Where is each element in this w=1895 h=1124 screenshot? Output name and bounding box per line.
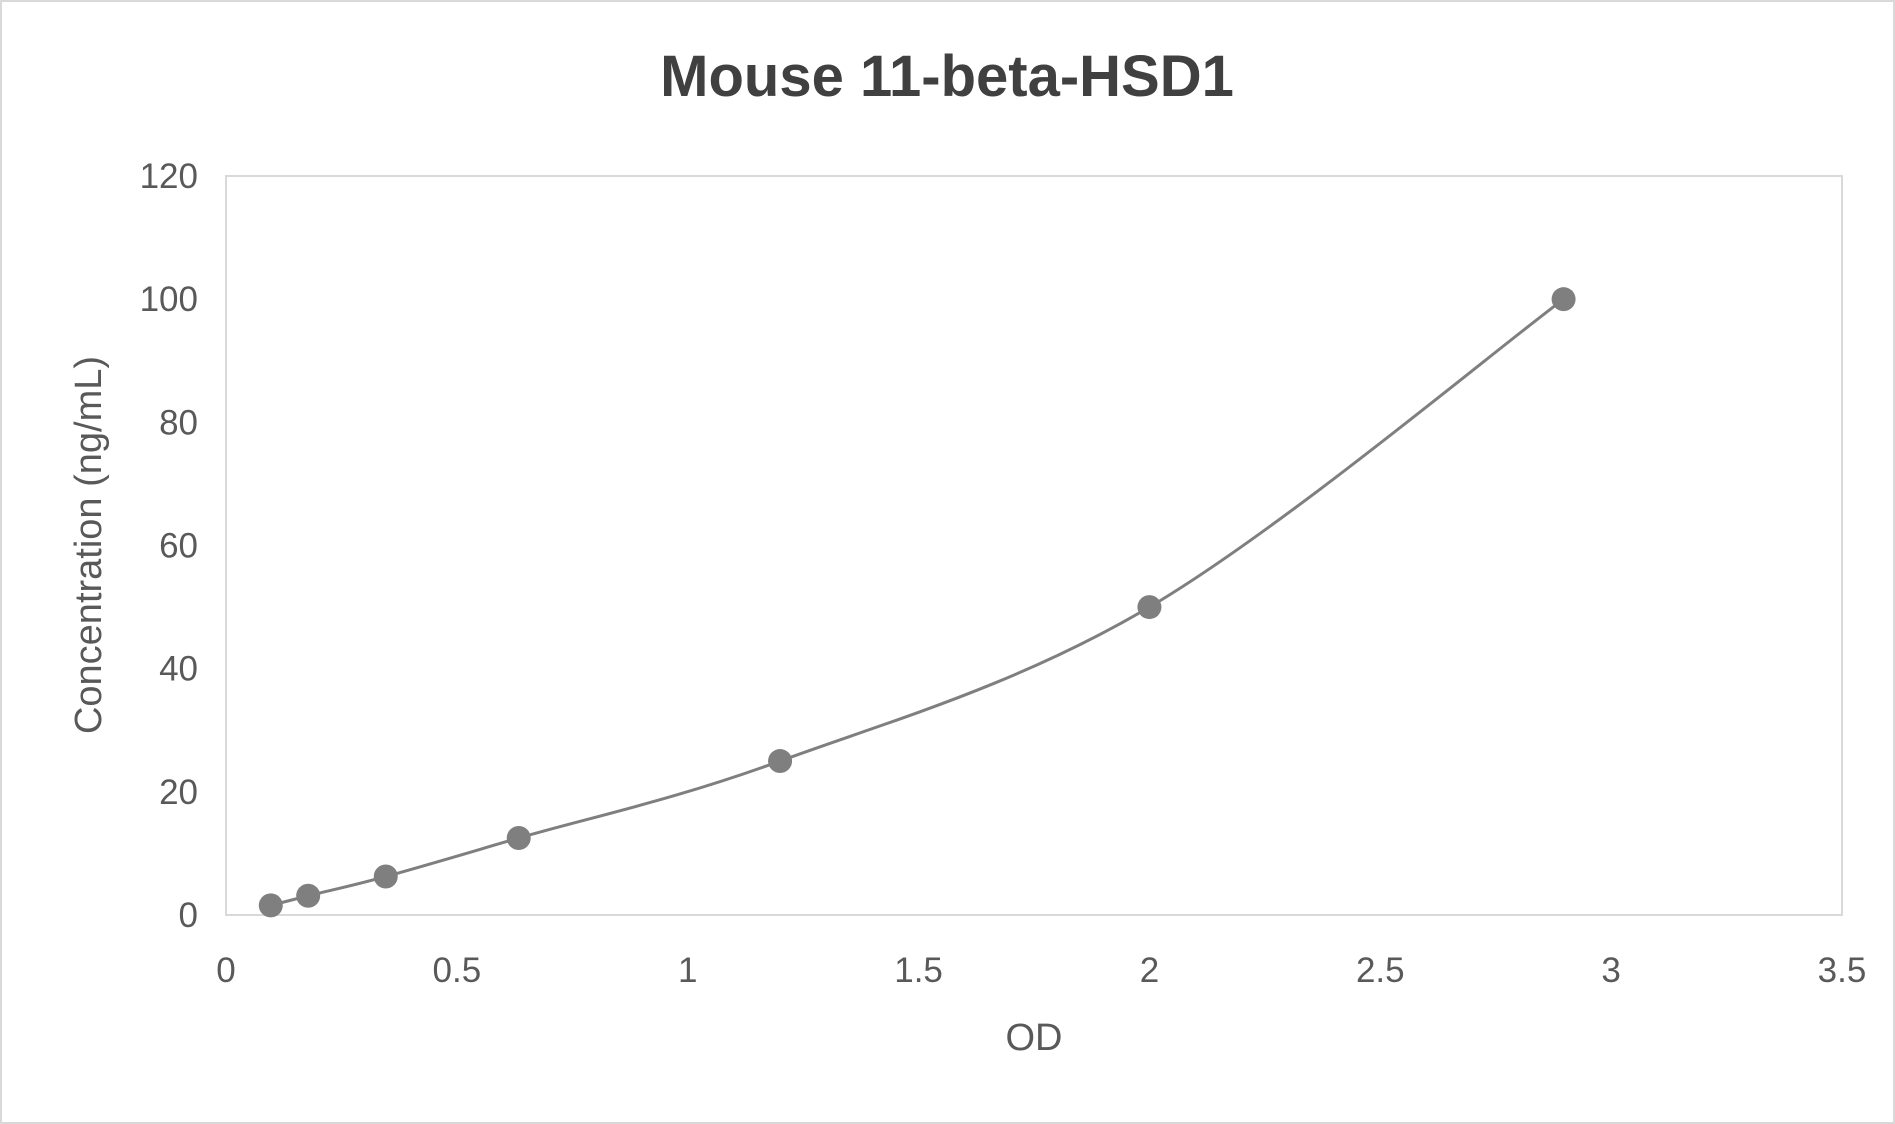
y-tick-label: 80 <box>159 403 198 442</box>
x-tick-label: 2.5 <box>1356 951 1405 990</box>
x-tick-label: 0 <box>216 951 235 990</box>
y-tick-label: 40 <box>159 650 198 689</box>
y-axis-label: Concentration (ng/mL) <box>68 356 110 734</box>
y-tick-label: 100 <box>140 280 198 319</box>
data-point <box>258 893 283 918</box>
x-tick-label: 0.5 <box>433 951 482 990</box>
plot-area <box>225 175 1843 916</box>
x-tick-label: 3.5 <box>1818 951 1867 990</box>
y-tick-label: 120 <box>140 157 198 196</box>
y-tick-label: 20 <box>159 773 198 812</box>
data-point <box>373 864 398 889</box>
y-tick-label: 60 <box>159 527 198 566</box>
y-tick-label: 0 <box>179 896 198 935</box>
x-axis-label: OD <box>1006 1017 1063 1059</box>
data-point <box>768 749 793 774</box>
data-point <box>506 826 531 851</box>
data-point <box>296 883 321 908</box>
data-point <box>1551 287 1576 312</box>
x-tick-label: 1 <box>678 951 697 990</box>
x-tick-label: 3 <box>1601 951 1620 990</box>
x-tick-label: 1.5 <box>894 951 943 990</box>
data-point <box>1137 595 1162 620</box>
chart-title: Mouse 11-beta-HSD1 <box>660 44 1234 109</box>
x-tick-label: 2 <box>1140 951 1159 990</box>
series-line <box>270 297 1565 907</box>
